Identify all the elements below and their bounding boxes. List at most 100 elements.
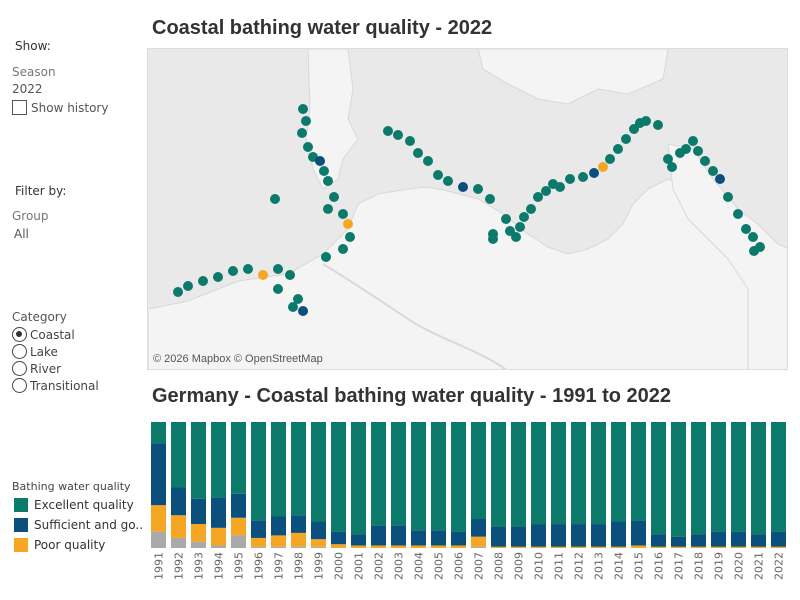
bathing-site-marker[interactable] bbox=[173, 287, 183, 297]
bar-segment-1997-0[interactable] bbox=[271, 546, 286, 548]
bathing-site-marker[interactable] bbox=[589, 168, 599, 178]
bathing-site-marker[interactable] bbox=[405, 136, 415, 146]
bar-segment-2008-1[interactable] bbox=[491, 546, 506, 548]
bar-segment-2006-3[interactable] bbox=[451, 422, 466, 532]
bar-segment-2011-2[interactable] bbox=[551, 524, 566, 547]
bathing-site-marker[interactable] bbox=[393, 130, 403, 140]
bathing-site-marker[interactable] bbox=[688, 136, 698, 146]
bathing-site-marker[interactable] bbox=[323, 176, 333, 186]
bar-segment-1994-0[interactable] bbox=[211, 545, 226, 548]
bar-segment-1999-0[interactable] bbox=[311, 546, 326, 548]
bar-segment-1994-2[interactable] bbox=[211, 497, 226, 528]
bathing-site-marker[interactable] bbox=[485, 194, 495, 204]
bathing-site-marker[interactable] bbox=[700, 156, 710, 166]
bathing-site-marker[interactable] bbox=[329, 192, 339, 202]
season-value[interactable]: 2022 bbox=[12, 82, 43, 96]
bar-segment-2019-2[interactable] bbox=[711, 531, 726, 547]
map-view[interactable] bbox=[147, 48, 788, 370]
bathing-site-marker[interactable] bbox=[458, 182, 468, 192]
bathing-site-marker[interactable] bbox=[526, 204, 536, 214]
bar-segment-2005-3[interactable] bbox=[431, 422, 446, 531]
bar-segment-2007-1[interactable] bbox=[471, 536, 486, 547]
bathing-site-marker[interactable] bbox=[273, 264, 283, 274]
bathing-site-marker[interactable] bbox=[285, 270, 295, 280]
bathing-site-marker[interactable] bbox=[413, 148, 423, 158]
bar-segment-1998-0[interactable] bbox=[291, 546, 306, 548]
bar-segment-1998-3[interactable] bbox=[291, 422, 306, 516]
bar-segment-1992-1[interactable] bbox=[171, 515, 186, 538]
bar-segment-2008-2[interactable] bbox=[491, 526, 506, 547]
bathing-site-marker[interactable] bbox=[693, 146, 703, 156]
bar-segment-1992-0[interactable] bbox=[171, 537, 186, 548]
bar-segment-1997-3[interactable] bbox=[271, 422, 286, 517]
bar-segment-2012-3[interactable] bbox=[571, 422, 586, 525]
bathing-site-marker[interactable] bbox=[511, 232, 521, 242]
bathing-site-marker[interactable] bbox=[578, 172, 588, 182]
radio-transitional[interactable] bbox=[12, 378, 27, 393]
bar-segment-1995-3[interactable] bbox=[231, 422, 246, 494]
legend-item-poor[interactable]: Poor quality bbox=[14, 535, 143, 555]
bar-segment-2021-3[interactable] bbox=[751, 422, 766, 535]
bar-segment-1993-2[interactable] bbox=[191, 498, 206, 525]
bar-segment-2009-3[interactable] bbox=[511, 422, 526, 527]
category-option-transitional[interactable]: Transitional bbox=[12, 377, 99, 394]
bar-segment-2002-1[interactable] bbox=[371, 545, 386, 548]
bar-segment-1991-3[interactable] bbox=[151, 422, 166, 444]
bar-segment-2012-1[interactable] bbox=[571, 546, 586, 548]
bathing-site-marker[interactable] bbox=[183, 281, 193, 291]
bar-segment-2015-1[interactable] bbox=[631, 545, 646, 548]
bathing-site-marker[interactable] bbox=[213, 272, 223, 282]
bar-segment-2017-2[interactable] bbox=[671, 536, 686, 547]
bar-segment-2014-3[interactable] bbox=[611, 422, 626, 522]
bar-segment-1999-3[interactable] bbox=[311, 422, 326, 522]
radio-river[interactable] bbox=[12, 361, 27, 376]
bathing-site-marker[interactable] bbox=[293, 294, 303, 304]
category-option-lake[interactable]: Lake bbox=[12, 343, 99, 360]
bathing-site-marker[interactable] bbox=[258, 270, 268, 280]
bar-segment-1993-0[interactable] bbox=[191, 541, 206, 548]
bar-segment-2002-3[interactable] bbox=[371, 422, 386, 526]
bathing-site-marker[interactable] bbox=[345, 232, 355, 242]
map-canvas[interactable] bbox=[148, 49, 788, 370]
bathing-site-marker[interactable] bbox=[533, 192, 543, 202]
legend-item-sufficient[interactable]: Sufficient and go.. bbox=[14, 515, 143, 535]
bar-segment-2009-2[interactable] bbox=[511, 526, 526, 547]
bar-segment-2010-1[interactable] bbox=[531, 546, 546, 548]
bar-segment-2012-2[interactable] bbox=[571, 524, 586, 547]
bar-segment-2004-1[interactable] bbox=[411, 545, 426, 548]
bathing-site-marker[interactable] bbox=[303, 142, 313, 152]
bar-segment-2016-3[interactable] bbox=[651, 422, 666, 535]
bathing-site-marker[interactable] bbox=[555, 182, 565, 192]
bar-segment-2022-3[interactable] bbox=[771, 422, 786, 532]
bar-segment-1999-2[interactable] bbox=[311, 521, 326, 540]
bathing-site-marker[interactable] bbox=[321, 252, 331, 262]
bar-segment-2006-1[interactable] bbox=[451, 545, 466, 548]
bathing-site-marker[interactable] bbox=[315, 156, 325, 166]
bathing-site-marker[interactable] bbox=[383, 126, 393, 136]
bar-segment-2002-2[interactable] bbox=[371, 525, 386, 546]
bathing-site-marker[interactable] bbox=[515, 222, 525, 232]
bathing-site-marker[interactable] bbox=[323, 204, 333, 214]
bathing-site-marker[interactable] bbox=[667, 162, 677, 172]
bathing-site-marker[interactable] bbox=[423, 156, 433, 166]
bar-segment-2020-1[interactable] bbox=[731, 546, 746, 548]
bar-segment-2020-3[interactable] bbox=[731, 422, 746, 532]
bar-segment-1996-0[interactable] bbox=[251, 546, 266, 548]
bathing-site-marker[interactable] bbox=[298, 104, 308, 114]
bathing-site-marker[interactable] bbox=[749, 246, 759, 256]
bar-segment-1998-2[interactable] bbox=[291, 515, 306, 533]
bar-segment-2022-1[interactable] bbox=[771, 546, 786, 548]
bathing-site-marker[interactable] bbox=[288, 302, 298, 312]
bar-segment-1992-2[interactable] bbox=[171, 487, 186, 516]
bathing-site-marker[interactable] bbox=[613, 144, 623, 154]
bathing-site-marker[interactable] bbox=[733, 209, 743, 219]
bar-segment-2010-3[interactable] bbox=[531, 422, 546, 525]
show-history-toggle[interactable]: Show history bbox=[12, 100, 108, 115]
bathing-site-marker[interactable] bbox=[243, 264, 253, 274]
bar-segment-1991-2[interactable] bbox=[151, 443, 166, 506]
bar-segment-2015-2[interactable] bbox=[631, 520, 646, 546]
bar-segment-2011-1[interactable] bbox=[551, 546, 566, 548]
bar-segment-2019-3[interactable] bbox=[711, 422, 726, 532]
bar-segment-1997-2[interactable] bbox=[271, 516, 286, 536]
bar-segment-1999-1[interactable] bbox=[311, 539, 326, 547]
